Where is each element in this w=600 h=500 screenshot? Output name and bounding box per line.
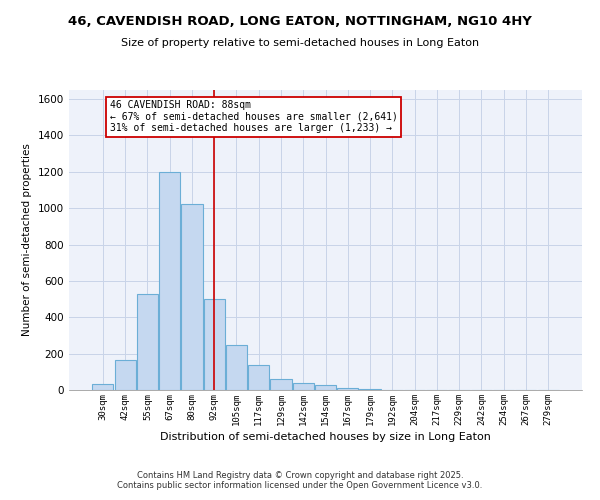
Bar: [315, 386, 336, 390]
Bar: [203, 299, 225, 390]
Bar: [181, 204, 203, 390]
Bar: [92, 384, 113, 390]
Bar: [293, 384, 314, 390]
Bar: [137, 294, 158, 390]
Text: Size of property relative to semi-detached houses in Long Eaton: Size of property relative to semi-detach…: [121, 38, 479, 48]
Bar: [159, 172, 180, 390]
X-axis label: Distribution of semi-detached houses by size in Long Eaton: Distribution of semi-detached houses by …: [160, 432, 491, 442]
Bar: [271, 379, 292, 390]
Bar: [115, 360, 136, 390]
Text: Contains HM Land Registry data © Crown copyright and database right 2025.
Contai: Contains HM Land Registry data © Crown c…: [118, 470, 482, 490]
Bar: [248, 365, 269, 390]
Bar: [359, 388, 380, 390]
Text: 46, CAVENDISH ROAD, LONG EATON, NOTTINGHAM, NG10 4HY: 46, CAVENDISH ROAD, LONG EATON, NOTTINGH…: [68, 15, 532, 28]
Bar: [337, 388, 358, 390]
Y-axis label: Number of semi-detached properties: Number of semi-detached properties: [22, 144, 32, 336]
Bar: [226, 346, 247, 390]
Text: 46 CAVENDISH ROAD: 88sqm
← 67% of semi-detached houses are smaller (2,641)
31% o: 46 CAVENDISH ROAD: 88sqm ← 67% of semi-d…: [110, 100, 397, 133]
